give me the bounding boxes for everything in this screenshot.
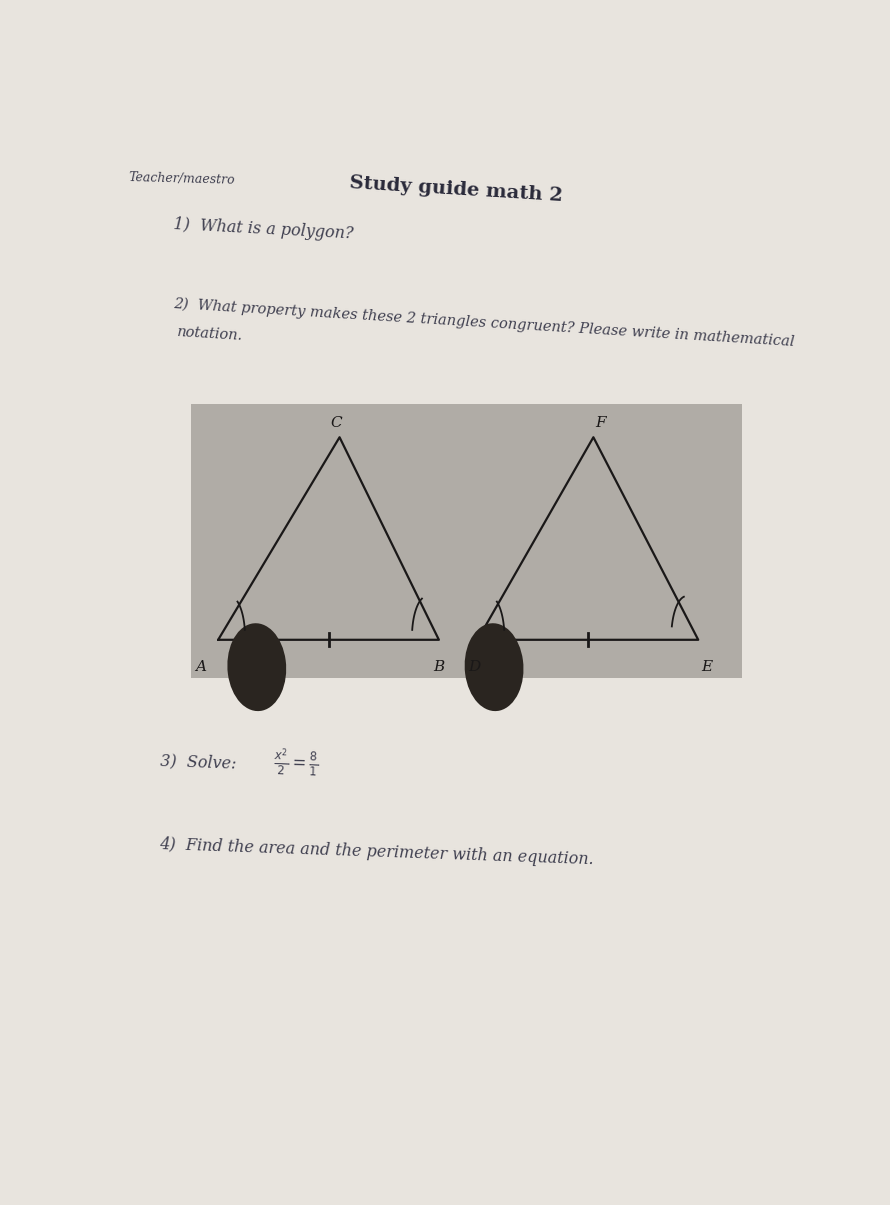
Text: F: F bbox=[595, 416, 605, 430]
Text: Teacher/maestro: Teacher/maestro bbox=[128, 171, 235, 187]
Text: Study guide math 2: Study guide math 2 bbox=[349, 175, 563, 205]
FancyBboxPatch shape bbox=[190, 405, 742, 678]
Text: 3)  Solve:: 3) Solve: bbox=[159, 753, 247, 772]
Text: C: C bbox=[330, 416, 342, 430]
Text: notation.: notation. bbox=[177, 324, 244, 342]
Ellipse shape bbox=[465, 623, 523, 711]
Text: $\frac{x^2}{2} = \frac{8}{1}$: $\frac{x^2}{2} = \frac{8}{1}$ bbox=[273, 746, 320, 778]
Text: D: D bbox=[468, 660, 481, 675]
Ellipse shape bbox=[227, 623, 287, 711]
Text: B: B bbox=[433, 660, 444, 675]
Text: 4)  Find the area and the perimeter with an equation.: 4) Find the area and the perimeter with … bbox=[159, 835, 595, 868]
Text: 1)  What is a polygon?: 1) What is a polygon? bbox=[174, 216, 354, 242]
Text: A: A bbox=[196, 660, 206, 675]
Text: 2)  What property makes these 2 triangles congruent? Please write in mathematica: 2) What property makes these 2 triangles… bbox=[174, 296, 795, 349]
Text: E: E bbox=[701, 660, 712, 675]
